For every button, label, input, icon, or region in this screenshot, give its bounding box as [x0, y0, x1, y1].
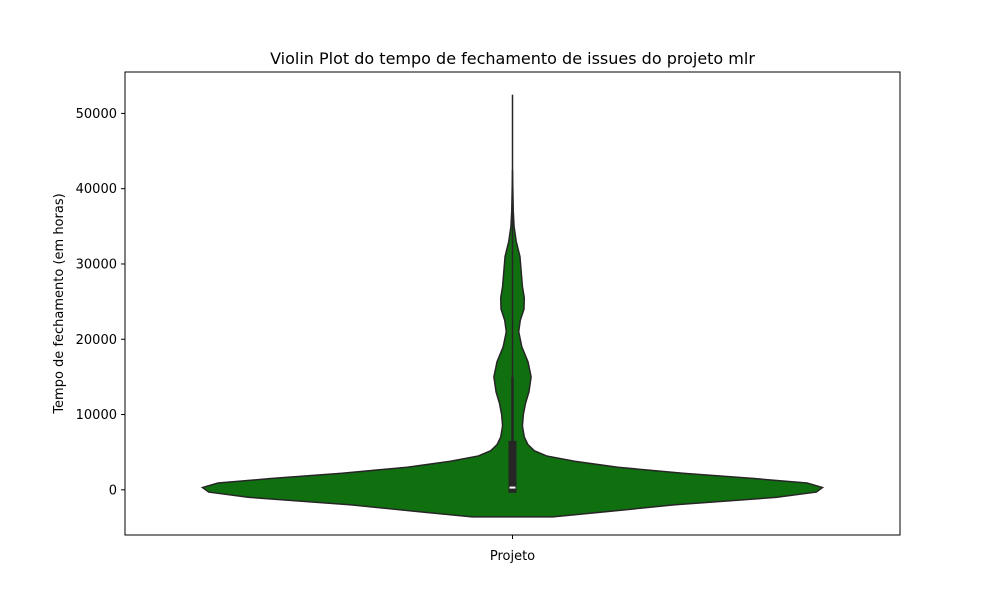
y-tick-label: 10000: [76, 408, 117, 423]
y-tick-label: 30000: [76, 257, 117, 272]
plot-area: [200, 94, 825, 518]
x-axis-label: Projeto: [490, 549, 535, 564]
quartile-box: [508, 440, 517, 493]
y-tick-label: 0: [109, 483, 117, 498]
plot-frame: [124, 71, 901, 536]
chart-title: Violin Plot do tempo de fechamento de is…: [270, 49, 755, 68]
y-axis: 0 10000 20000 30000 40000 50000: [76, 107, 125, 498]
y-tick-label: 40000: [76, 182, 117, 197]
y-tick-label: 50000: [76, 107, 117, 122]
y-axis-label: Tempo de fechamento (em horas): [52, 193, 67, 414]
y-tick-label: 20000: [76, 333, 117, 348]
